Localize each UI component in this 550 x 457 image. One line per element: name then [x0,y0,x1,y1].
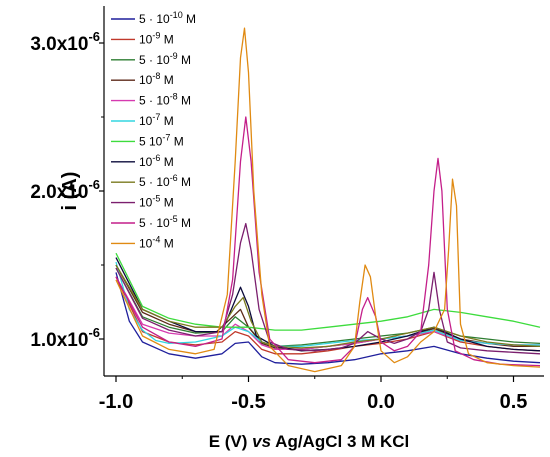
legend-label-9: 5 · 10-6 M [139,173,191,189]
y-axis-label: i (A) [59,172,81,211]
legend-label-7: 5 10-7 M [139,132,184,148]
x-tick-label-3: 0.0 [367,391,395,413]
y-tick-label-1: 1.0x10-6 [30,325,100,351]
x-tick-label-4: 0.5 [500,391,528,413]
series-line-10 [115,222,541,355]
x-tick-label-1: -1.0 [99,391,133,413]
legend-label-8: 10-6 M [139,153,174,169]
y-tick-label-3: 3.0x10-6 [30,29,100,55]
x-ticks: -1.0 -0.5 0.0 0.5 [99,376,528,413]
legend-label-10: 10-5 M [139,194,174,210]
y-ticks: 1.0x10-6 2.0x10-6 3.0x10-6 [30,29,104,351]
series-line-1 [115,272,541,365]
series-layer [115,27,541,373]
legend-label-4: 10-8 M [139,71,174,87]
x-tick-label-2: -0.5 [231,391,265,413]
series-line-5 [115,276,540,351]
legend-label-12: 10-4 M [139,234,174,250]
x-axis-label: E (V) vs Ag/AgCl 3 M KCl [209,432,410,451]
series-line-7 [115,252,541,331]
plot-area: -1.0 -0.5 0.0 0.5 1.0x10-62.0x10-63.0x10-6 … [30,6,544,413]
legend-label-5: 5 · 10-8 M [139,92,191,108]
y-tick-label-2: 2.0x10-6 [30,177,100,203]
x-axis-label-suffix: Ag/AgCl 3 M KCl [271,432,409,451]
series-line-9 [115,264,541,349]
series-line-12 [115,27,541,373]
x-axis-label-prefix: E (V) [209,432,252,451]
legend: 5 · 10-10 M 10-9 M 5 · 10-9 M 10-8 M 5 · 10-… [111,10,196,250]
legend-label-2: 10-9 M [139,30,174,46]
series-line-11 [115,116,541,367]
legend-label-11: 5 · 10-5 M [139,214,191,230]
series-line-4 [115,264,540,351]
x-axis-label-italic: vs [252,432,271,451]
series-line-2 [115,276,541,355]
legend-label-3: 5 · 10-9 M [139,51,191,67]
legend-label-6: 10-7 M [139,112,174,128]
legend-label-1: 5 · 10-10 M [139,10,196,26]
series-line-8 [115,257,541,352]
